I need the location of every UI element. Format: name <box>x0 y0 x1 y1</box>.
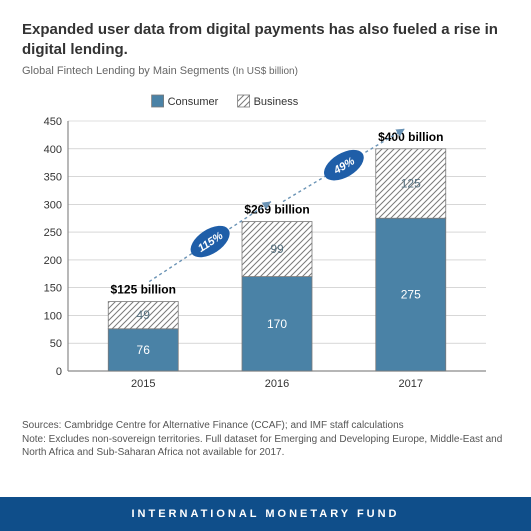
x-tick-label: 2017 <box>398 378 422 390</box>
y-tick-label: 200 <box>43 255 61 267</box>
bar-value-label: 99 <box>270 242 284 256</box>
chart-sources: Sources: Cambridge Centre for Alternativ… <box>22 419 509 460</box>
bar-total-label: $269 billion <box>244 203 309 217</box>
stacked-bar-chart: 0 50 100 150 200 250 300 350 400 450 76 49 2015 $125 … <box>26 91 506 401</box>
y-tick-label: 450 <box>43 116 61 128</box>
chart-title: Expanded user data from digital payments… <box>22 20 509 59</box>
footer-bar: INTERNATIONAL MONETARY FUND <box>0 497 531 531</box>
growth-badge: 115% <box>185 219 235 263</box>
x-tick-label: 2016 <box>264 378 288 390</box>
bar-value-label: 125 <box>400 177 420 191</box>
y-tick-label: 250 <box>43 227 61 239</box>
y-tick-label: 150 <box>43 283 61 295</box>
growth-badge: 49% <box>318 144 368 187</box>
legend-swatch <box>151 95 163 107</box>
chart: 0 50 100 150 200 250 300 350 400 450 76 49 2015 $125 … <box>26 91 506 401</box>
subtitle-units: (In US$ billion) <box>232 66 298 77</box>
y-tick-label: 300 <box>43 199 61 211</box>
bar-value-label: 275 <box>400 288 420 302</box>
y-tick-label: 50 <box>49 338 61 350</box>
y-tick-label: 350 <box>43 172 61 184</box>
bar-value-label: 76 <box>136 343 150 357</box>
bar-total-label: $400 billion <box>378 130 443 144</box>
bar-value-label: 170 <box>266 317 286 331</box>
legend-label: Business <box>253 96 298 108</box>
footer-org: INTERNATIONAL MONETARY FUND <box>132 508 400 520</box>
y-tick-label: 100 <box>43 310 61 322</box>
y-tick-label: 0 <box>55 366 61 378</box>
bar-value-label: 49 <box>136 308 150 322</box>
legend-label: Consumer <box>167 96 218 108</box>
chart-subtitle: Global Fintech Lending by Main Segments … <box>22 65 509 77</box>
sources-line: Sources: Cambridge Centre for Alternativ… <box>22 419 509 433</box>
legend-swatch <box>237 95 249 107</box>
sources-note: Note: Excludes non-sovereign territories… <box>22 433 509 460</box>
subtitle-text: Global Fintech Lending by Main Segments <box>22 65 229 77</box>
x-tick-label: 2015 <box>130 378 154 390</box>
y-tick-label: 400 <box>43 144 61 156</box>
bar-total-label: $125 billion <box>110 283 175 297</box>
